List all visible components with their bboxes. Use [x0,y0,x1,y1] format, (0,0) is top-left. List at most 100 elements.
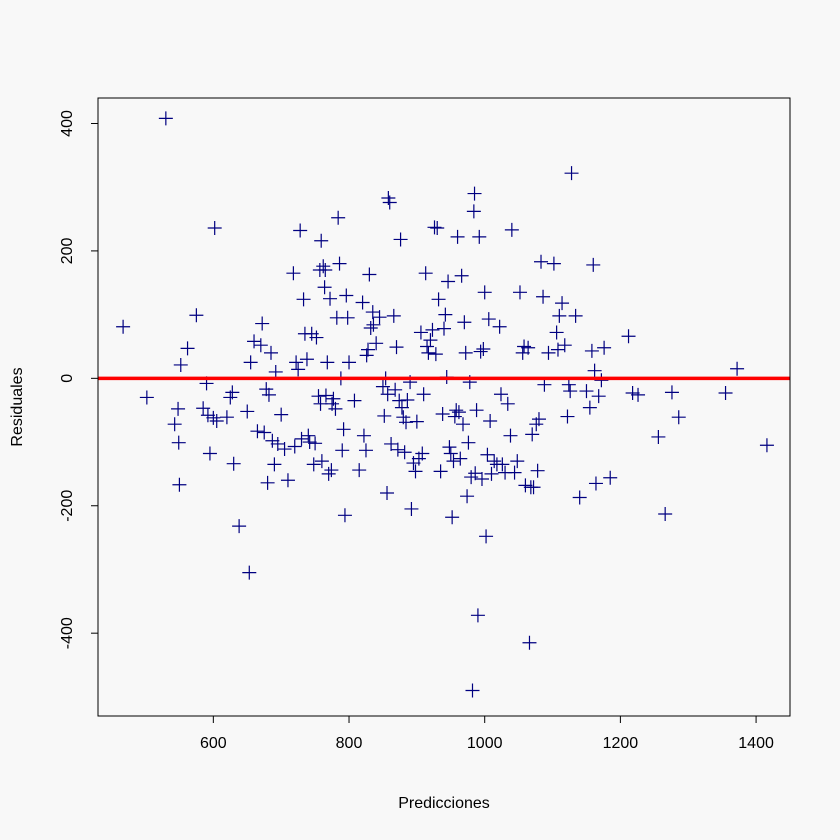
data-point [470,608,485,623]
data-point [536,289,551,304]
data-point [603,470,618,485]
data-point [394,400,409,415]
data-point [355,295,370,310]
data-point [326,391,341,406]
data-point [487,454,502,469]
data-point [572,490,587,505]
data-point [259,382,274,397]
data-point [286,266,301,281]
data-point [455,417,470,432]
data-point [450,229,465,244]
data-point [631,387,646,402]
data-point [518,478,533,493]
data-point [427,220,442,235]
data-point [393,232,408,247]
data-point [321,466,336,481]
data-point [468,466,483,481]
data-point [467,186,482,201]
data-point [377,408,392,423]
y-axis: -400 -200 0 200 400 [59,110,99,649]
data-point [521,340,536,355]
data-point [293,223,308,238]
data-point [449,403,464,418]
data-point [552,308,567,323]
data-point [555,296,570,311]
data-point [219,410,234,425]
data-point [671,410,686,425]
data-point [158,111,173,126]
data-point [173,357,188,372]
data-point [458,345,473,360]
data-point [476,342,491,357]
data-point [730,361,745,376]
data-point [473,344,488,359]
x-tick-label: 1400 [738,735,774,752]
data-point [415,446,430,461]
data-point [318,388,333,403]
data-point [418,266,433,281]
data-point [512,285,527,300]
data-point [274,407,289,422]
data-point [481,312,496,327]
data-point [457,315,472,330]
y-tick-label: -400 [59,617,76,649]
data-point [500,396,515,411]
data-point [651,429,666,444]
data-point [446,454,461,469]
data-point [331,210,346,225]
data-point [226,456,241,471]
data-point [759,438,774,453]
data-point [296,292,311,307]
data-point [530,463,545,478]
data-point [171,435,186,450]
data-point [504,222,519,237]
data-point [207,220,222,235]
x-tick-label: 600 [200,735,227,752]
data-point [318,263,333,278]
data-point [180,341,195,356]
data-point [469,403,484,418]
data-point [309,330,324,345]
y-tick-label: 200 [59,237,76,264]
data-point [409,414,424,429]
data-point [442,440,457,455]
data-point [423,333,438,348]
data-point [438,307,453,322]
data-point [546,256,561,271]
data-point [202,446,217,461]
data-point [280,473,295,488]
data-point [472,229,487,244]
data-point [454,268,469,283]
data-point [466,204,481,219]
data-point [408,464,423,479]
data-point [253,338,268,353]
data-point [437,321,451,336]
data-point [413,325,428,340]
data-point [314,454,329,469]
data-point [172,477,187,492]
x-axis: 600 800 1000 1200 1400 [200,715,774,752]
data-point [363,320,378,335]
data-point [493,387,508,402]
data-point [337,508,352,523]
data-point [242,565,257,580]
data-point [358,443,373,458]
data-point [352,463,367,478]
data-point [428,347,443,362]
data-point [430,220,445,235]
data-point [316,259,331,274]
data-point [465,683,480,698]
data-point [534,254,549,269]
data-point [189,308,204,323]
data-point [404,501,419,516]
data-point [588,476,603,491]
data-point [416,387,431,402]
data-points [116,111,774,698]
data-point [625,385,640,400]
data-point [484,466,499,481]
data-point [526,480,541,495]
data-point [260,475,275,490]
data-point [503,428,518,443]
